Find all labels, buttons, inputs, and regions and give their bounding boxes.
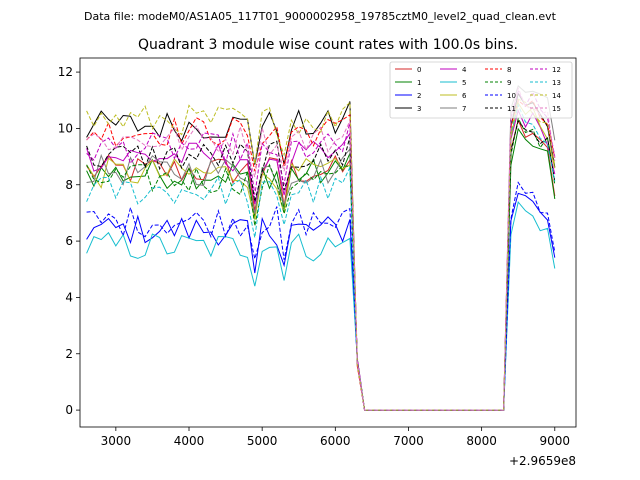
legend-label: 12 [552,66,561,74]
series-layer [86,85,556,411]
x-tick-label: 5000 [247,434,278,448]
x-offset-label: +2.9659e8 [509,454,576,468]
legend-box [389,61,573,119]
legend-label: 0 [417,66,421,74]
x-tick-label: 4000 [174,434,205,448]
x-axis: 3000 4000 5000 6000 7000 8000 9000 [101,427,570,448]
y-tick-label: 0 [65,403,73,417]
x-tick-label: 7000 [393,434,424,448]
legend-label: 9 [507,79,511,87]
y-tick-label: 4 [65,290,73,304]
y-tick-label: 10 [58,121,73,135]
y-tick-label: 8 [65,178,73,192]
legend-label: 3 [417,105,421,113]
series-line-15 [86,86,556,411]
legend-label: 6 [462,92,467,100]
y-axis: 0 2 4 6 8 10 12 [58,65,80,417]
y-tick-label: 2 [65,347,73,361]
legend-label: 14 [552,92,561,100]
legend-label: 5 [462,79,466,87]
series-line-13 [86,103,556,411]
legend-label: 7 [462,105,466,113]
x-tick-label: 6000 [320,434,351,448]
legend-label: 2 [417,92,421,100]
y-tick-label: 12 [58,65,73,79]
x-tick-label: 9000 [540,434,571,448]
x-tick-label: 8000 [466,434,497,448]
legend-label: 8 [507,66,511,74]
legend-label: 1 [417,79,421,87]
chart-suptitle: Data file: modeM0/AS1A05_117T01_90000029… [84,10,557,23]
chart-title: Quadrant 3 module wise count rates with … [138,37,518,53]
legend-label: 10 [507,92,516,100]
series-line-12 [86,90,556,411]
series-line-14 [86,98,556,411]
legend-label: 15 [552,105,561,113]
x-tick-label: 3000 [101,434,132,448]
legend-label: 13 [552,79,561,87]
legend-label: 4 [462,66,467,74]
legend-label: 11 [507,105,516,113]
y-tick-label: 6 [65,234,73,248]
